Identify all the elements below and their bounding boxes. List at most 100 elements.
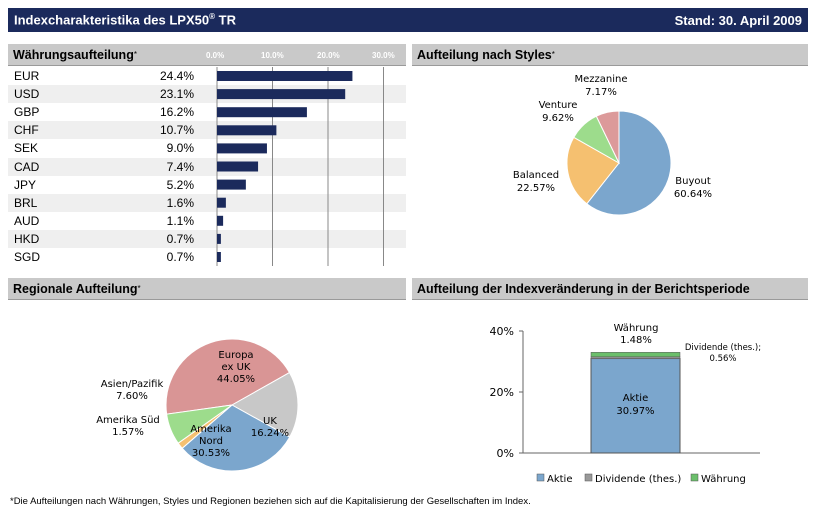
slice-name: Venture bbox=[539, 100, 578, 111]
currency-name: EUR bbox=[14, 69, 40, 83]
tick-label: 30.0% bbox=[372, 51, 395, 60]
slice-value: 9.62% bbox=[542, 113, 574, 124]
tick-label: 20.0% bbox=[317, 51, 340, 60]
slice-label: 1.57% bbox=[112, 427, 144, 438]
data-label: 30.97% bbox=[616, 406, 654, 417]
footnote: *Die Aufteilungen nach Währungen, Styles… bbox=[10, 496, 531, 507]
legend-swatch bbox=[690, 473, 699, 482]
index-change-chart: 0%20%40%Aktie30.97%Währung1.48%Dividende… bbox=[490, 323, 762, 485]
slice-label: Amerika Süd bbox=[96, 415, 160, 426]
currency-value: 16.2% bbox=[159, 105, 194, 120]
bar-sek bbox=[217, 143, 267, 154]
legend-swatch bbox=[584, 473, 593, 482]
bar-eur bbox=[217, 71, 353, 81]
currency-value: 7.4% bbox=[166, 159, 194, 174]
data-label: Aktie bbox=[623, 393, 648, 404]
tick-label: 10.0% bbox=[261, 51, 284, 60]
currency-row: SGD 0.7% bbox=[8, 248, 406, 266]
currency-value: 0.7% bbox=[166, 231, 194, 246]
slice-label: 7.60% bbox=[116, 391, 148, 402]
slice-label: 16.24% bbox=[251, 428, 289, 439]
bar-aud bbox=[217, 215, 224, 226]
slice-label: 44.05% bbox=[217, 374, 255, 385]
currency-row: SEK 9.0% bbox=[8, 139, 406, 158]
currency-name: GBP bbox=[14, 105, 40, 120]
currency-value: 5.2% bbox=[166, 177, 194, 192]
slice-label: ex UK bbox=[222, 362, 251, 373]
bar-sgd bbox=[217, 252, 221, 262]
bar-chf bbox=[217, 125, 277, 136]
bar-aktie bbox=[590, 358, 681, 454]
bar-usd bbox=[217, 89, 346, 100]
bar-brl bbox=[217, 197, 226, 208]
bar-dividende bbox=[590, 356, 681, 359]
bar-gbp bbox=[217, 107, 307, 118]
currency-bars bbox=[217, 71, 353, 262]
currency-name: HKD bbox=[14, 231, 40, 246]
currency-value: 24.4% bbox=[159, 69, 194, 83]
currency-value: 9.0% bbox=[166, 141, 194, 156]
pie-slice-balanced bbox=[566, 136, 620, 205]
currency-name: SGD bbox=[14, 250, 41, 264]
slice-name: Balanced bbox=[513, 170, 559, 181]
bar-cad bbox=[217, 161, 259, 172]
header-date: Stand: 30. April 2009 bbox=[674, 12, 802, 28]
currency-row: JPY 5.2% bbox=[8, 175, 406, 194]
data-label: Dividende (thes.); bbox=[685, 343, 761, 353]
currency-row: CHF 10.7% bbox=[8, 121, 406, 140]
currency-value: 1.1% bbox=[166, 213, 194, 228]
currency-name: BRL bbox=[14, 195, 38, 210]
styles-section-title: Aufteilung nach Styles * bbox=[412, 44, 808, 66]
data-label: 1.48% bbox=[620, 335, 652, 346]
legend-swatch bbox=[536, 473, 545, 482]
y-tick-label: 20% bbox=[490, 386, 514, 399]
styles-pie-chart: Buyout 60.64% Balanced 22.57% Venture 9.62% Me… bbox=[513, 74, 712, 216]
slice-value: 22.57% bbox=[517, 183, 555, 194]
pie-slice-asien-pazifik bbox=[166, 404, 233, 444]
currency-row: HKD 0.7% bbox=[8, 229, 406, 248]
slice-label: Amerika bbox=[190, 424, 231, 435]
index-change-section-title: Aufteilung der Indexveränderung in der B… bbox=[412, 278, 808, 300]
bar-jpy bbox=[217, 179, 246, 190]
currency-name: USD bbox=[14, 87, 40, 102]
tick-label: 0.0% bbox=[206, 51, 225, 60]
bar-hkd bbox=[217, 233, 221, 244]
currency-section-title: Währungsaufteilung * bbox=[8, 44, 406, 66]
legend-label: Währung bbox=[701, 474, 746, 485]
pie-slice-mezzanine bbox=[595, 110, 620, 164]
bar-waehrung bbox=[590, 352, 681, 358]
regional-section-title: Regionale Aufteilung * bbox=[8, 278, 406, 300]
header-title: Indexcharakteristika des LPX50® TR bbox=[14, 12, 236, 28]
slice-value: 60.64% bbox=[674, 189, 712, 200]
pie-slice-uk bbox=[230, 371, 299, 438]
header-bar: Indexcharakteristika des LPX50® TR Stand… bbox=[8, 8, 808, 32]
pie-slice-buyout bbox=[586, 110, 672, 216]
slice-label: UK bbox=[263, 416, 277, 427]
legend-label: Aktie bbox=[547, 474, 572, 485]
pie-slice-amerika-nord bbox=[181, 404, 291, 472]
currency-value: 1.6% bbox=[166, 195, 194, 210]
slice-name: Mezzanine bbox=[574, 74, 627, 85]
slice-label: Nord bbox=[199, 436, 223, 447]
currency-value: 23.1% bbox=[159, 87, 194, 102]
currency-name: JPY bbox=[14, 177, 37, 192]
currency-row: AUD 1.1% bbox=[8, 211, 406, 230]
slice-name: Buyout bbox=[675, 176, 711, 187]
pie-slice-europa-ex-uk bbox=[165, 338, 291, 415]
currency-row: CAD 7.4% bbox=[8, 157, 406, 176]
currency-row: BRL 1.6% bbox=[8, 193, 406, 212]
data-label: Währung bbox=[614, 323, 659, 334]
currency-value: 10.7% bbox=[159, 123, 194, 138]
currency-name: CHF bbox=[14, 123, 39, 138]
y-tick-label: 40% bbox=[490, 325, 514, 338]
slice-label: 30.53% bbox=[192, 448, 230, 459]
y-tick-label: 0% bbox=[497, 447, 514, 460]
currency-name: AUD bbox=[14, 213, 40, 228]
currency-name: SEK bbox=[14, 141, 39, 156]
currency-value: 0.7% bbox=[166, 250, 194, 264]
slice-label: Asien/Pazifik bbox=[101, 379, 164, 390]
data-label: 0.56% bbox=[709, 354, 736, 364]
slice-label: Europa bbox=[218, 350, 253, 361]
